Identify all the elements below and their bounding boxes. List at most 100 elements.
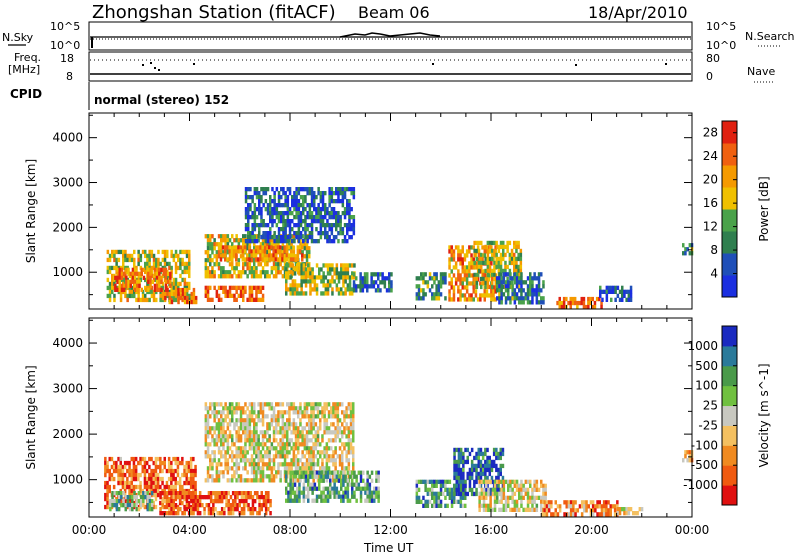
data-cell: [143, 460, 147, 466]
data-cell: [488, 455, 491, 461]
data-cell: [177, 257, 180, 263]
data-cell: [288, 402, 291, 407]
data-cell: [285, 478, 288, 483]
data-cell: [127, 283, 130, 288]
data-cell: [488, 256, 492, 262]
data-cell: [275, 262, 278, 267]
data-cell: [159, 484, 162, 490]
data-cell: [179, 281, 182, 287]
data-cell: [124, 253, 127, 259]
data-cell: [319, 227, 323, 232]
data-cell: [535, 479, 539, 484]
data-cell: [366, 498, 369, 503]
data-cell: [111, 265, 114, 271]
data-cell: [292, 257, 295, 262]
data-cell: [283, 458, 287, 463]
data-cell: [346, 287, 350, 292]
data-cell: [292, 426, 296, 431]
data-cell: [296, 490, 299, 495]
data-cell: [205, 495, 208, 500]
data-cell: [627, 297, 631, 302]
data-cell: [257, 274, 260, 279]
data-cell: [226, 410, 230, 415]
data-cell: [113, 503, 116, 508]
data-cell: [502, 495, 506, 500]
data-cell: [351, 478, 354, 483]
data-cell: [444, 280, 447, 285]
data-cell: [250, 297, 254, 302]
data-cell: [329, 263, 332, 268]
data-cell: [344, 263, 347, 268]
data-cell: [504, 280, 508, 285]
data-cell: [240, 499, 244, 504]
data-cell: [255, 422, 258, 427]
data-cell: [245, 491, 248, 496]
data-cell: [569, 304, 572, 310]
data-cell: [337, 478, 341, 483]
data-cell: [242, 238, 245, 243]
data-cell: [355, 284, 358, 289]
data-cell: [326, 486, 330, 491]
data-cell: [239, 245, 242, 250]
data-cell: [113, 499, 116, 504]
data-cell: [368, 494, 372, 499]
data-cell: [170, 281, 173, 287]
data-cell: [181, 495, 184, 500]
data-cell: [231, 274, 234, 279]
data-cell: [275, 402, 278, 407]
data-cell: [253, 239, 257, 244]
data-cell: [357, 486, 361, 491]
data-cell: [268, 238, 271, 243]
data-cell: [255, 234, 258, 239]
data-cell: [285, 263, 288, 268]
data-cell: [303, 438, 307, 443]
data-cell: [152, 476, 155, 482]
data-cell: [255, 450, 258, 455]
data-cell: [351, 486, 354, 491]
data-cell: [259, 410, 263, 415]
data-cell: [209, 258, 212, 263]
data-cell: [502, 240, 505, 246]
data-cell: [543, 500, 546, 505]
data-cell: [462, 463, 465, 469]
colorbar-label: Velocity [m s^-1]: [757, 363, 771, 467]
data-cell: [326, 239, 329, 244]
data-cell: [167, 484, 171, 490]
data-cell: [535, 284, 539, 289]
data-cell: [187, 460, 191, 466]
data-cell: [104, 492, 107, 498]
data-cell: [486, 248, 490, 254]
data-cell: [291, 239, 294, 244]
data-cell: [239, 270, 243, 275]
data-cell: [433, 483, 436, 488]
data-cell: [228, 254, 232, 259]
data-cell: [595, 296, 599, 302]
data-cell: [417, 292, 421, 297]
data-cell: [220, 242, 223, 247]
data-cell: [224, 466, 227, 471]
data-cell: [473, 276, 476, 282]
data-cell: [211, 246, 214, 251]
data-cell: [242, 478, 245, 483]
data-cell: [115, 249, 118, 255]
data-cell: [515, 499, 519, 504]
data-cell: [300, 287, 303, 292]
data-cell: [226, 426, 230, 431]
data-cell: [148, 297, 151, 303]
data-cell: [296, 245, 300, 250]
data-cell: [607, 512, 610, 517]
data-cell: [144, 249, 147, 255]
data-cell: [119, 293, 123, 299]
data-cell: [150, 249, 154, 255]
data-cell: [237, 270, 241, 275]
data-cell: [172, 253, 176, 259]
data-cell: [248, 257, 251, 262]
data-cell: [543, 504, 546, 509]
data-cell: [130, 480, 133, 486]
data-cell: [294, 454, 298, 459]
data-cell: [459, 273, 462, 278]
data-cell: [299, 187, 303, 192]
data-cell: [291, 287, 295, 292]
data-cell: [128, 464, 131, 470]
data-cell: [519, 260, 523, 266]
